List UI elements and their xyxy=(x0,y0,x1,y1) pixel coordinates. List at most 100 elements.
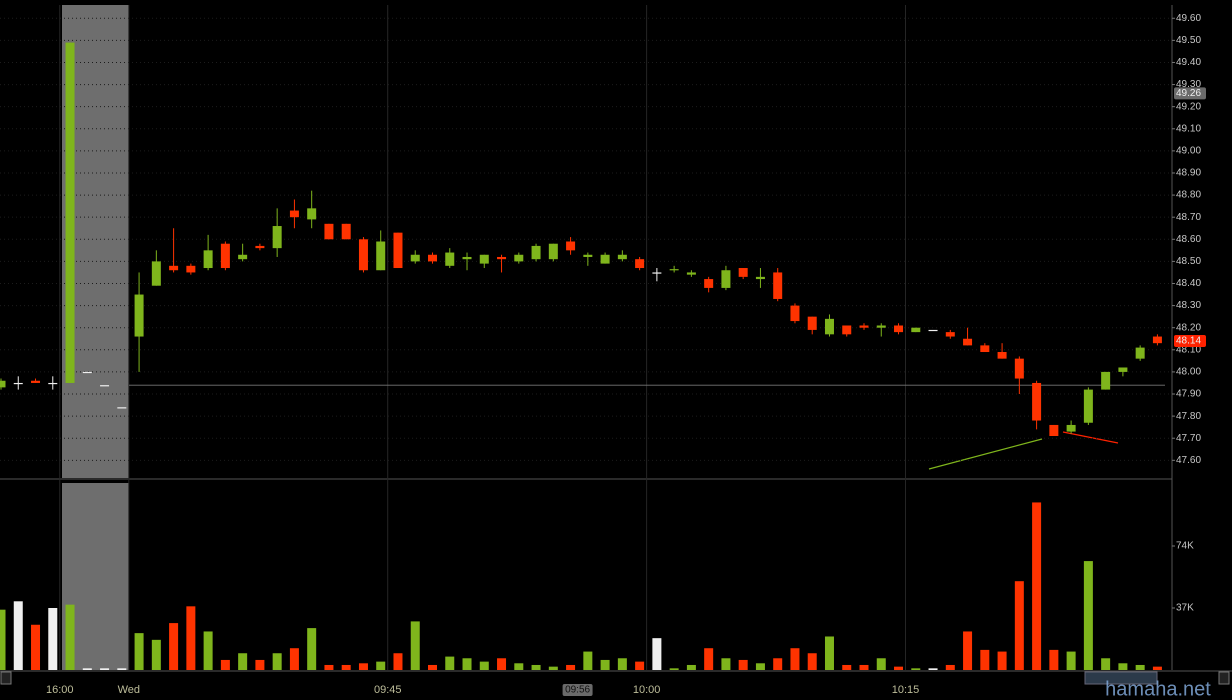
candle-body xyxy=(548,243,558,260)
candle-body xyxy=(289,210,299,218)
volume-bar xyxy=(220,659,230,670)
candle-body xyxy=(203,250,213,269)
volume-bar xyxy=(169,623,179,670)
y-tick-label: 48.50 xyxy=(1176,256,1201,267)
candle-body xyxy=(186,265,196,273)
candle-body xyxy=(117,407,127,409)
volume-bar xyxy=(289,648,299,670)
candle-body xyxy=(514,254,524,262)
volume-bar xyxy=(1083,561,1093,670)
price-marker xyxy=(1174,334,1206,347)
y-tick-label: 48.00 xyxy=(1176,367,1201,378)
volume-bar xyxy=(65,604,75,670)
candle-body xyxy=(894,325,904,333)
volume-bar xyxy=(635,661,645,670)
y-tick-label: 48.70 xyxy=(1176,212,1201,223)
volume-bar xyxy=(186,606,196,670)
price-marker-label: 48.14 xyxy=(1176,336,1201,347)
candle-body xyxy=(497,256,507,260)
y-tick-label: 49.00 xyxy=(1176,146,1201,157)
volume-bar xyxy=(428,664,437,670)
volume-bar xyxy=(255,659,265,670)
volume-bar xyxy=(859,664,869,670)
y-tick-label: 48.40 xyxy=(1176,278,1201,289)
candle-body xyxy=(1066,424,1076,432)
candle-body xyxy=(721,270,731,288)
candle-body xyxy=(876,325,886,328)
scroll-button[interactable] xyxy=(0,671,12,685)
candle-body xyxy=(1135,347,1145,359)
y-tick-label: 48.60 xyxy=(1176,234,1201,245)
candle-body xyxy=(13,382,23,385)
candle-body xyxy=(151,261,161,286)
y-tick-label: 49.50 xyxy=(1176,35,1201,46)
candle-body xyxy=(169,265,179,271)
volume-bar xyxy=(1135,664,1145,670)
candle-body xyxy=(928,329,938,332)
candle-body xyxy=(583,254,593,257)
volume-bar xyxy=(410,621,420,670)
volume-bar xyxy=(617,658,627,670)
volume-bar xyxy=(790,648,800,670)
volume-bar xyxy=(1032,502,1042,670)
candle-body xyxy=(341,223,351,240)
volume-bar xyxy=(100,668,110,670)
volume-bar xyxy=(721,658,731,670)
volume-bar xyxy=(1101,658,1111,670)
y-tick-label: 47.60 xyxy=(1176,455,1201,466)
volume-bar xyxy=(773,658,783,670)
volume-bar xyxy=(13,601,23,670)
y-tick-label: 49.30 xyxy=(1176,79,1201,90)
volume-bar xyxy=(462,658,472,670)
candle-body xyxy=(652,272,662,274)
candle-body xyxy=(1101,371,1111,390)
candle-body xyxy=(272,226,282,249)
watermark: hamaha.net xyxy=(1105,678,1211,700)
x-tick-label: 16:00 xyxy=(46,684,74,696)
candle-body xyxy=(48,382,58,385)
candle-body xyxy=(842,325,852,335)
volume-bar xyxy=(203,631,213,670)
volume-bar xyxy=(238,653,248,670)
volume-bar xyxy=(1049,649,1059,670)
plot: 47.60 47.70 47.80 47.90 48.00 48.10 48.20 48.30… xyxy=(0,5,1206,696)
candle-body xyxy=(134,294,144,337)
volume-bar xyxy=(876,658,886,670)
volume-bar xyxy=(134,633,144,670)
candle-body xyxy=(531,245,541,260)
x-tick-label: 09:45 xyxy=(374,684,402,696)
candle-body xyxy=(980,345,990,353)
volume-bar xyxy=(358,663,368,670)
candle-body xyxy=(462,256,472,260)
candle-body xyxy=(445,252,455,266)
volume-bar xyxy=(31,624,41,670)
candle-body xyxy=(358,239,368,271)
volume-bar xyxy=(1014,581,1024,670)
volume-tick-label: 74K xyxy=(1176,541,1194,552)
volume-bar xyxy=(669,668,679,670)
y-tick-label: 48.20 xyxy=(1176,322,1201,333)
candle-body xyxy=(376,241,386,271)
price-marker xyxy=(1174,87,1206,100)
volume-bar xyxy=(531,664,541,670)
candle-body xyxy=(428,254,437,262)
volume-bar xyxy=(0,609,6,670)
volume-bar xyxy=(928,668,938,670)
scroll-button[interactable] xyxy=(1218,671,1230,685)
volume-bar xyxy=(583,651,593,670)
candle-body xyxy=(566,241,576,251)
candle-body xyxy=(945,332,955,337)
y-tick-label: 47.80 xyxy=(1176,411,1201,422)
volume-bar xyxy=(652,638,662,670)
scrollbar[interactable] xyxy=(1084,671,1158,685)
candle-body xyxy=(1014,358,1024,379)
candle-body xyxy=(1083,389,1093,423)
candle-body xyxy=(686,272,696,275)
candle-body xyxy=(773,272,783,299)
candle-body xyxy=(324,223,334,240)
candle-body xyxy=(238,254,248,260)
cursor-label-box xyxy=(562,684,593,696)
volume-bar xyxy=(911,668,921,670)
volume-bar xyxy=(151,639,161,670)
